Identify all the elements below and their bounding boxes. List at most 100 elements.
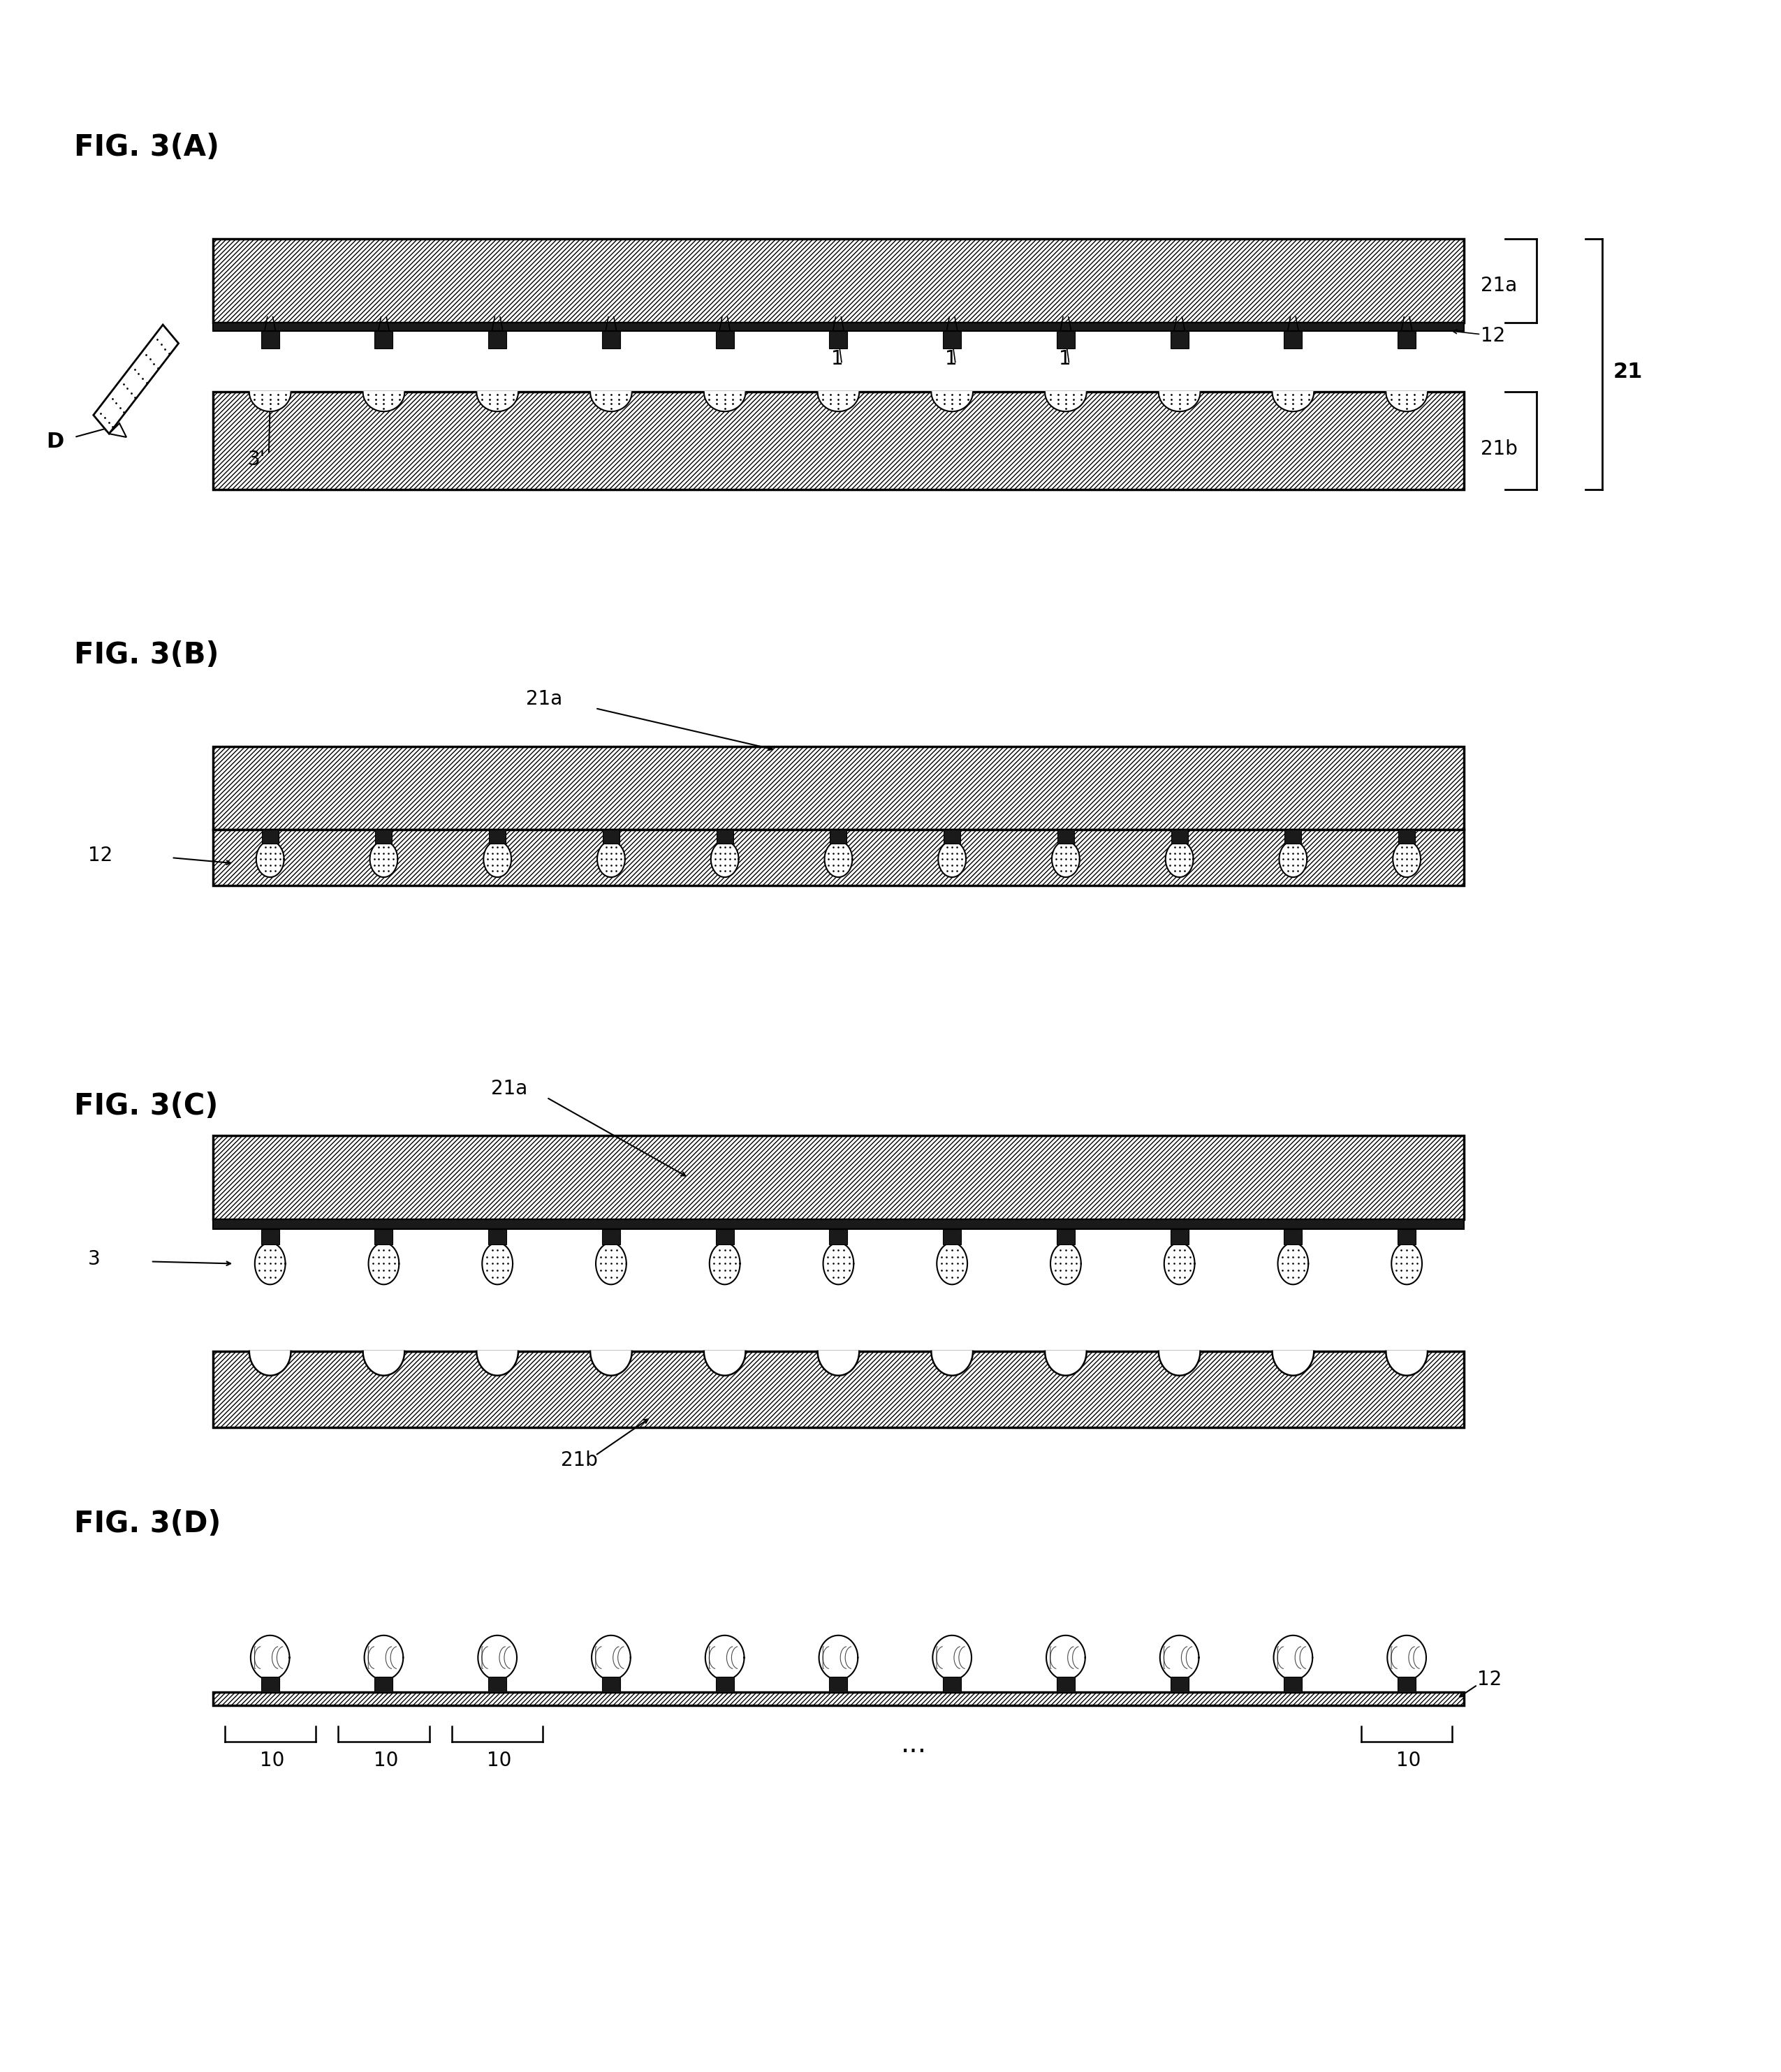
Polygon shape (1391, 1243, 1421, 1285)
Bar (942, 1229, 962, 1243)
Polygon shape (255, 1243, 285, 1285)
Polygon shape (1273, 1635, 1313, 1680)
Bar (1056, 332, 1074, 348)
Text: 21a: 21a (1482, 276, 1517, 296)
Bar (488, 332, 506, 348)
Polygon shape (1277, 1243, 1309, 1285)
Text: 21: 21 (1614, 363, 1642, 383)
Text: FIG. 3(C): FIG. 3(C) (75, 1092, 219, 1121)
Text: FIG. 3(A): FIG. 3(A) (75, 133, 219, 162)
Text: 3: 3 (89, 1249, 100, 1270)
Polygon shape (825, 841, 853, 876)
Polygon shape (1159, 392, 1200, 412)
Polygon shape (939, 841, 965, 876)
Polygon shape (709, 1243, 741, 1285)
Bar (830, 831, 846, 843)
Polygon shape (251, 1635, 290, 1680)
Polygon shape (1051, 1243, 1081, 1285)
Polygon shape (1053, 841, 1079, 876)
Polygon shape (591, 1635, 630, 1680)
Polygon shape (711, 841, 739, 876)
Polygon shape (703, 392, 746, 412)
Text: 12: 12 (1478, 1670, 1501, 1689)
Bar (214, 831, 1464, 885)
Bar (376, 831, 392, 843)
Bar (374, 1676, 394, 1693)
Bar (374, 1229, 394, 1243)
Text: 10: 10 (486, 1751, 511, 1769)
Bar (1398, 831, 1416, 843)
Polygon shape (477, 1635, 516, 1680)
Text: 10: 10 (1396, 1751, 1421, 1769)
Bar (942, 1676, 962, 1693)
Text: 21a: 21a (525, 690, 563, 709)
Polygon shape (365, 1635, 403, 1680)
Polygon shape (1159, 1635, 1199, 1680)
Polygon shape (93, 325, 178, 433)
Bar (830, 332, 848, 348)
Text: 12: 12 (1482, 325, 1505, 346)
Polygon shape (363, 392, 404, 412)
Polygon shape (1393, 841, 1421, 876)
Bar (214, 1351, 1464, 1428)
Polygon shape (1272, 1351, 1314, 1376)
Bar (214, 323, 1464, 332)
Text: FIG. 3(D): FIG. 3(D) (75, 1508, 221, 1537)
Polygon shape (256, 841, 283, 876)
Bar (374, 332, 394, 348)
Bar (214, 1218, 1464, 1229)
Polygon shape (1386, 392, 1428, 412)
Bar (488, 1676, 506, 1693)
Polygon shape (1159, 1351, 1200, 1376)
Bar (1058, 831, 1074, 843)
Polygon shape (705, 1635, 744, 1680)
Polygon shape (1165, 1243, 1195, 1285)
Polygon shape (703, 1351, 746, 1376)
Bar (1170, 1229, 1188, 1243)
Bar (262, 831, 278, 843)
Polygon shape (817, 1351, 858, 1376)
Bar (1398, 1676, 1416, 1693)
Bar (602, 332, 620, 348)
Bar (214, 746, 1464, 831)
Bar (1172, 831, 1188, 843)
Polygon shape (1279, 841, 1307, 876)
Bar (262, 1229, 280, 1243)
Bar (1398, 332, 1416, 348)
Bar (716, 1676, 734, 1693)
Bar (488, 1229, 506, 1243)
Polygon shape (931, 1351, 972, 1376)
Text: 10: 10 (260, 1751, 285, 1769)
Polygon shape (369, 1243, 399, 1285)
Text: 1: 1 (946, 348, 958, 369)
Bar (942, 332, 962, 348)
Text: 3': 3' (248, 450, 265, 468)
Bar (602, 1229, 620, 1243)
Polygon shape (931, 392, 972, 412)
Bar (1398, 1229, 1416, 1243)
Text: ...: ... (901, 1732, 926, 1757)
Bar (602, 1676, 620, 1693)
Text: 1: 1 (1058, 348, 1070, 369)
Polygon shape (1045, 1635, 1085, 1680)
Text: 10: 10 (374, 1751, 397, 1769)
Polygon shape (1045, 1351, 1086, 1376)
Polygon shape (477, 1351, 518, 1376)
Polygon shape (823, 1243, 853, 1285)
Polygon shape (817, 392, 858, 412)
Bar (830, 1676, 848, 1693)
Bar (716, 1229, 734, 1243)
Polygon shape (819, 1635, 858, 1680)
Text: 1: 1 (832, 348, 844, 369)
Polygon shape (249, 392, 290, 412)
Bar (214, 238, 1464, 323)
Text: 12: 12 (89, 845, 112, 866)
Bar (262, 332, 280, 348)
Text: D: D (46, 431, 64, 452)
Text: FIG. 3(B): FIG. 3(B) (75, 640, 219, 669)
Text: 21b: 21b (1482, 439, 1517, 458)
Bar (602, 831, 620, 843)
Polygon shape (363, 1351, 404, 1376)
Polygon shape (477, 392, 518, 412)
Polygon shape (1045, 392, 1086, 412)
